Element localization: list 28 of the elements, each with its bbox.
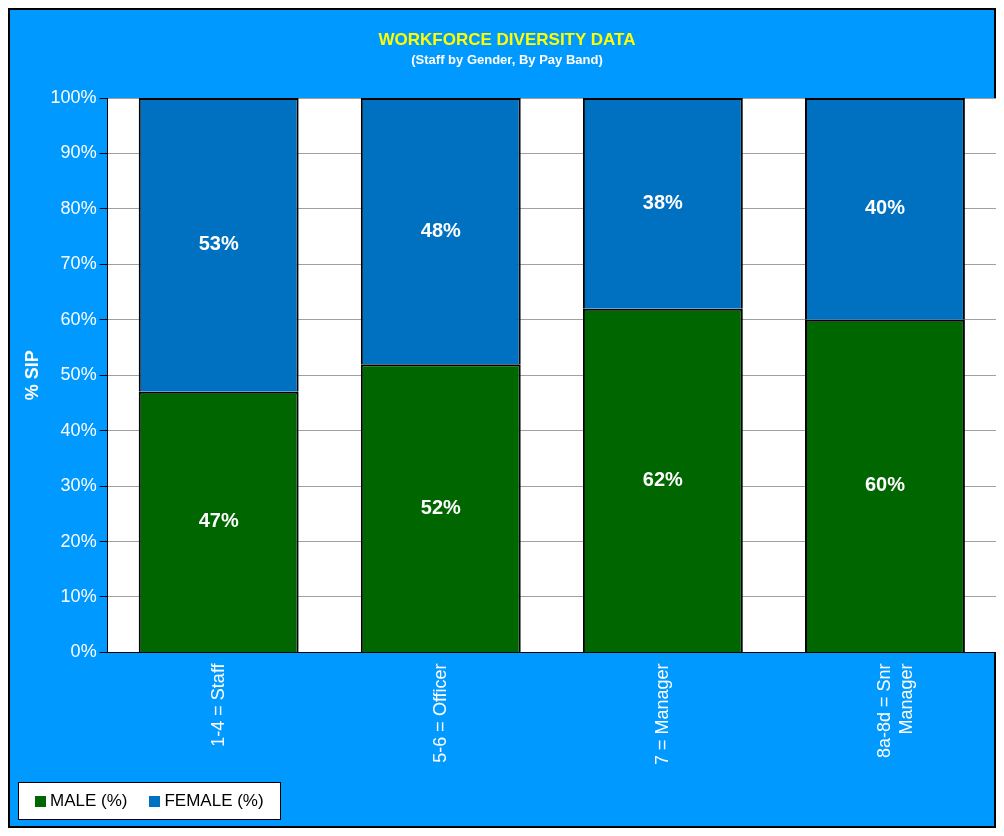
x-tick-label: 8a-8d = Snr Manager xyxy=(873,663,916,758)
y-tick-label: 60% xyxy=(60,308,97,329)
x-tick-label: 1-4 = Staff xyxy=(207,662,228,747)
x-tick-label: 5-6 = Officer xyxy=(429,663,450,763)
chart-subtitle: (Staff by Gender, By Pay Band) xyxy=(411,51,603,67)
legend-label: FEMALE (%) xyxy=(164,791,264,811)
y-tick-label: 90% xyxy=(60,142,97,163)
data-label: 38% xyxy=(642,190,684,213)
x-tick-label: 7 = Manager xyxy=(651,663,672,766)
legend-label: MALE (%) xyxy=(50,791,128,811)
y-tick-label: 10% xyxy=(60,585,97,606)
y-tick-label: 40% xyxy=(60,419,97,440)
y-tick-label: 0% xyxy=(70,641,97,662)
y-tick-label: 30% xyxy=(60,475,97,496)
data-label: 53% xyxy=(198,232,239,255)
data-label: 62% xyxy=(642,467,684,490)
data-label: 40% xyxy=(864,196,906,219)
data-label: 47% xyxy=(198,509,239,532)
chart-title: WORKFORCE DIVERSITY DATA xyxy=(378,29,636,49)
data-label: 48% xyxy=(420,218,461,241)
y-tick-label: 100% xyxy=(50,86,97,107)
y-tick-label: 70% xyxy=(60,253,97,274)
y-axis-title: % SIP xyxy=(21,350,42,401)
y-tick-label: 80% xyxy=(60,197,97,218)
data-label: 52% xyxy=(420,495,461,518)
data-label: 60% xyxy=(864,473,906,496)
y-tick-label: 20% xyxy=(60,530,97,551)
y-tick-label: 50% xyxy=(60,364,97,385)
